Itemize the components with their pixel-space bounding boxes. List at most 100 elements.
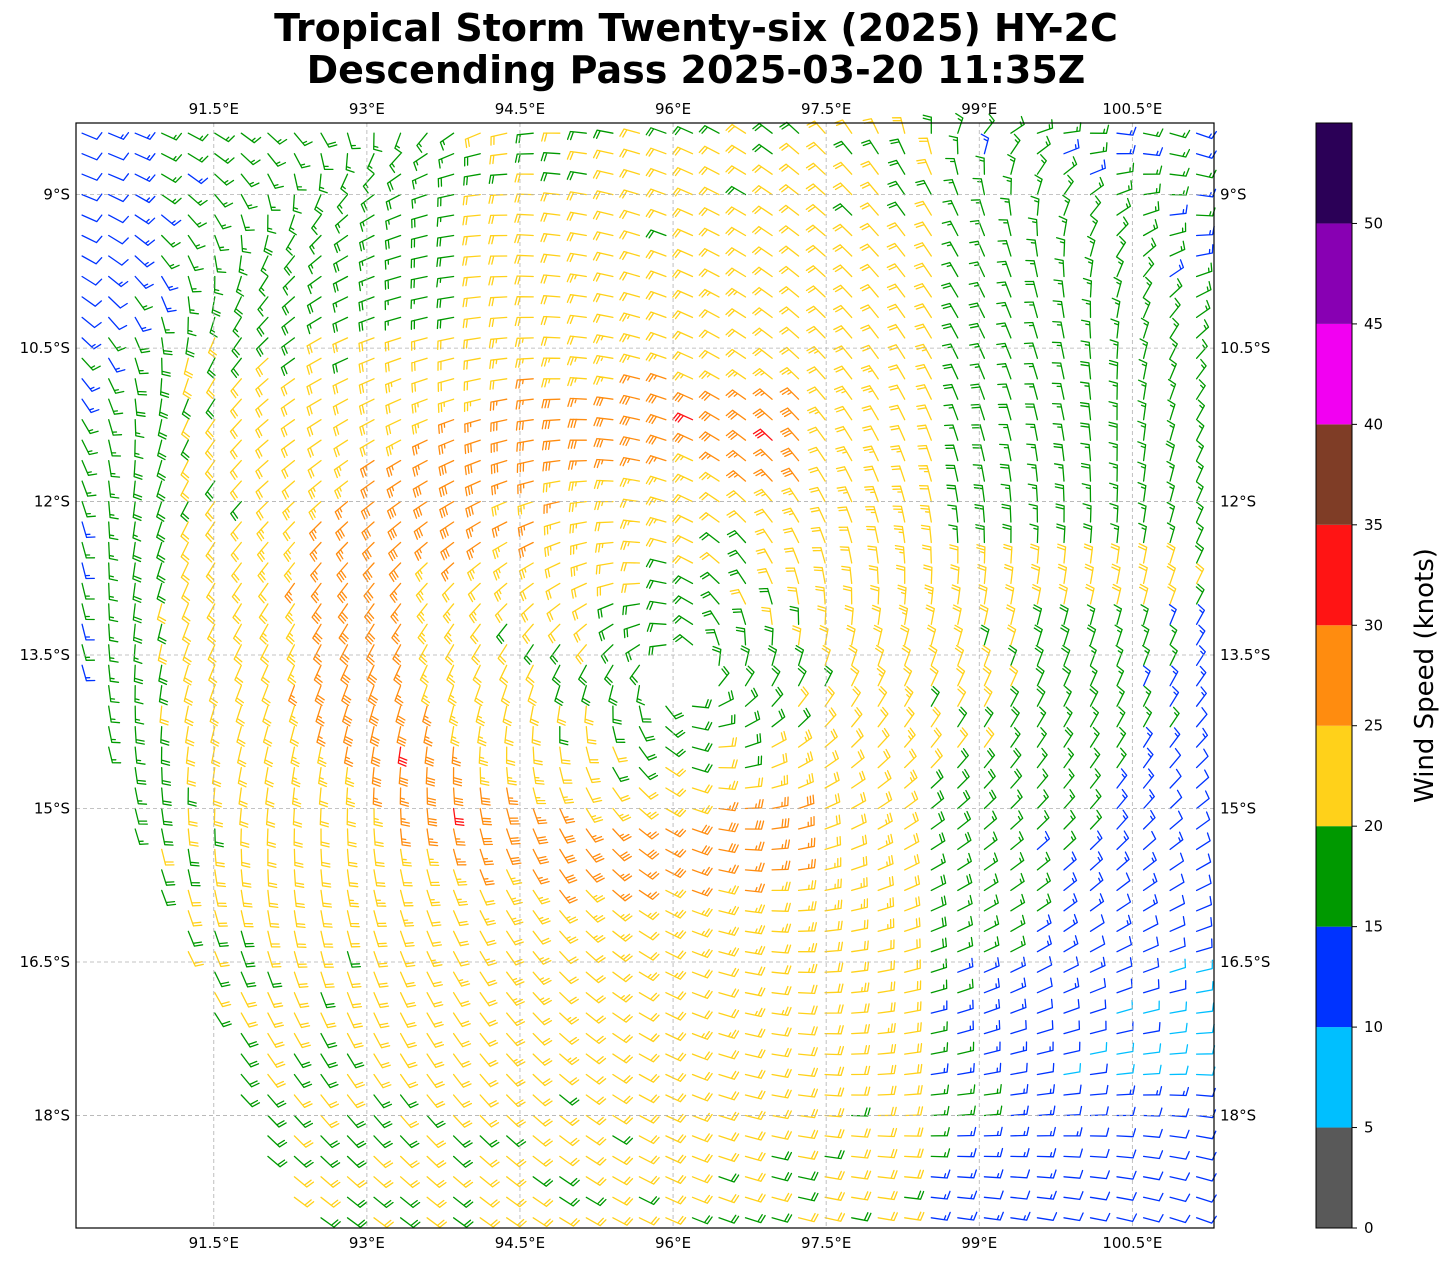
wind-barb <box>957 1062 975 1076</box>
wind-barb <box>923 564 933 585</box>
wind-barb <box>1142 957 1160 973</box>
wind-barb <box>645 290 667 301</box>
wind-barb <box>608 685 618 706</box>
wind-barb <box>1054 483 1065 503</box>
wind-barb <box>968 302 986 319</box>
colorbar-bin <box>1316 926 1352 1028</box>
wind-barb <box>941 343 959 359</box>
wind-barb <box>436 214 455 227</box>
wind-barb <box>320 828 330 848</box>
wind-barb <box>691 866 713 876</box>
wind-barb <box>949 544 959 564</box>
wind-barb <box>506 1094 526 1108</box>
wind-barb <box>566 314 587 325</box>
wind-barb <box>698 471 720 482</box>
wind-barb <box>983 1084 1002 1096</box>
wind-barb <box>1001 503 1012 523</box>
wind-barb <box>81 296 103 307</box>
wind-barb <box>930 748 943 769</box>
wind-barb <box>320 1155 341 1168</box>
wind-barb <box>593 334 614 344</box>
wind-barb <box>544 562 561 579</box>
wind-barb <box>585 930 606 943</box>
wind-barb <box>1167 378 1177 400</box>
wind-barb <box>1137 461 1147 482</box>
wind-barb <box>567 459 587 470</box>
wind-barb <box>904 748 917 769</box>
wind-barb <box>214 930 229 948</box>
wind-barb <box>260 644 269 666</box>
wind-barb <box>267 951 282 968</box>
wind-barb <box>452 828 466 846</box>
wind-barb <box>544 541 561 557</box>
wind-barb <box>896 564 906 585</box>
wind-barb <box>638 951 660 961</box>
wind-barb <box>293 1012 311 1029</box>
wind-barb <box>1089 914 1105 932</box>
wind-barb <box>943 424 959 441</box>
wind-barb <box>1195 832 1211 851</box>
wind-barb <box>366 664 378 686</box>
wind-barb <box>522 623 534 644</box>
wind-barb <box>346 1135 367 1149</box>
wind-barb <box>672 269 694 279</box>
wind-barb <box>744 1193 766 1203</box>
wind-barb <box>450 726 460 747</box>
wind-barb <box>824 771 840 789</box>
wind-barb <box>465 521 481 539</box>
wind-barb <box>108 193 130 203</box>
wind-barb <box>161 153 183 162</box>
wind-barb <box>983 873 999 892</box>
wind-barb <box>360 193 375 213</box>
wind-barb <box>797 1108 819 1119</box>
wind-barb <box>1010 1190 1031 1200</box>
wind-barb <box>437 193 455 208</box>
wind-barb <box>438 480 455 498</box>
wind-barb <box>320 1135 340 1149</box>
wind-barb <box>983 831 998 851</box>
wind-barb <box>851 919 869 932</box>
wind-barb <box>1051 362 1065 380</box>
wind-barb <box>1195 1045 1216 1055</box>
wind-barb <box>771 752 788 769</box>
lon-tick-label-top: 96°E <box>655 100 691 118</box>
wind-barb <box>187 234 206 250</box>
wind-barb <box>1110 543 1120 564</box>
wind-barb <box>1036 1169 1057 1179</box>
wind-barb <box>735 626 747 646</box>
wind-barb <box>410 316 428 330</box>
wind-barb <box>1063 174 1074 196</box>
wind-barb <box>1060 624 1070 646</box>
wind-barb <box>726 490 747 503</box>
wind-barb <box>851 834 868 851</box>
wind-barb <box>1142 201 1160 216</box>
wind-barb <box>915 384 932 400</box>
wind-barb <box>833 345 853 359</box>
wind-barb <box>346 1032 364 1049</box>
wind-barb <box>214 193 234 208</box>
wind-barb <box>493 582 508 602</box>
wind-barb <box>426 1196 447 1208</box>
wind-barb <box>1032 604 1043 625</box>
wind-barb <box>1139 583 1149 605</box>
wind-barb <box>629 664 641 686</box>
wind-barb <box>418 644 428 666</box>
wind-barb <box>612 1032 633 1044</box>
wind-barb <box>333 234 349 254</box>
wind-barb <box>488 255 508 265</box>
wind-barb <box>771 923 792 933</box>
wind-barb <box>619 189 641 199</box>
lon-tick-label-bottom: 100.5°E <box>1102 1234 1162 1252</box>
wind-barb <box>797 879 817 892</box>
wind-barb <box>134 214 156 225</box>
wind-barb <box>585 1114 607 1126</box>
wind-barb <box>309 234 322 255</box>
title-line-1: Tropical Storm Twenty-six (2025) HY-2C <box>274 6 1118 50</box>
wind-barb <box>1089 872 1104 892</box>
wind-barb <box>183 664 193 686</box>
wind-barb <box>452 1032 472 1048</box>
wind-barb <box>386 500 402 520</box>
wind-barb <box>957 1105 976 1117</box>
wind-barb <box>514 193 534 203</box>
wind-barb <box>877 897 895 912</box>
